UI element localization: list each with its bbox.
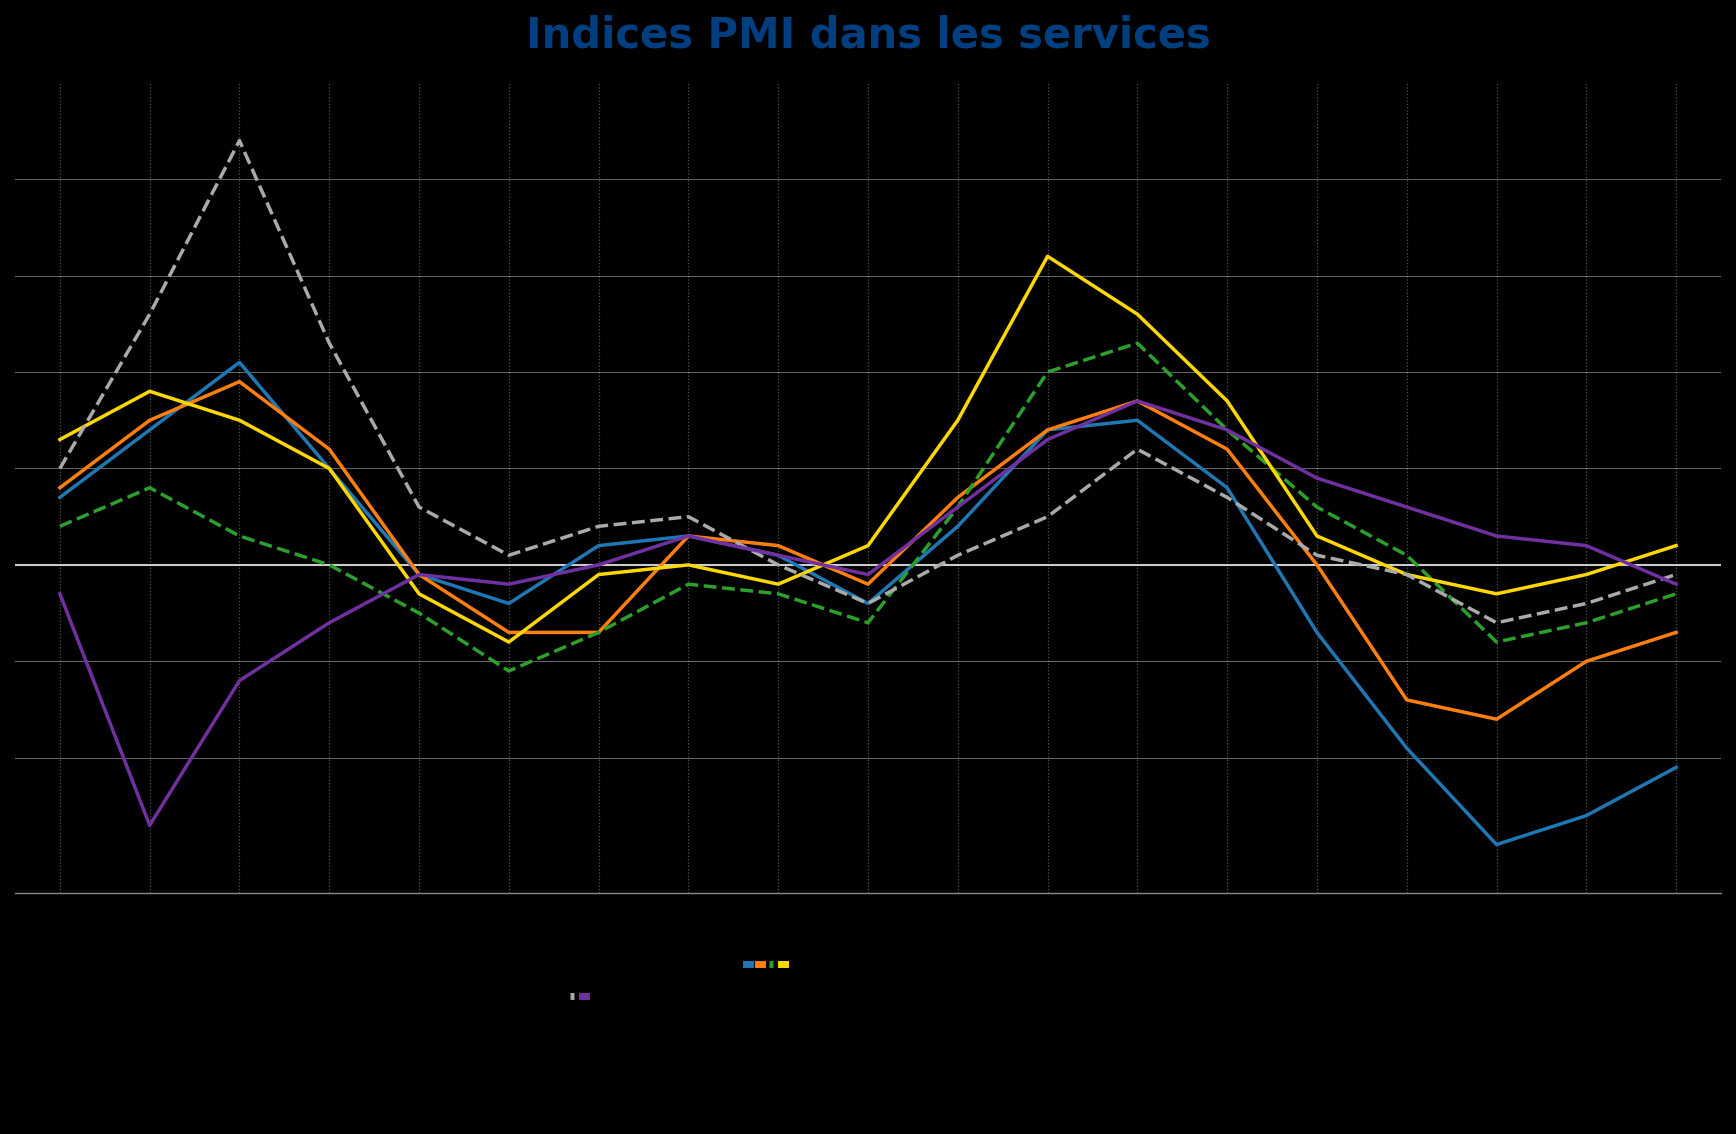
Legend: , : , bbox=[569, 996, 587, 998]
Title: Indices PMI dans les services: Indices PMI dans les services bbox=[526, 15, 1210, 57]
